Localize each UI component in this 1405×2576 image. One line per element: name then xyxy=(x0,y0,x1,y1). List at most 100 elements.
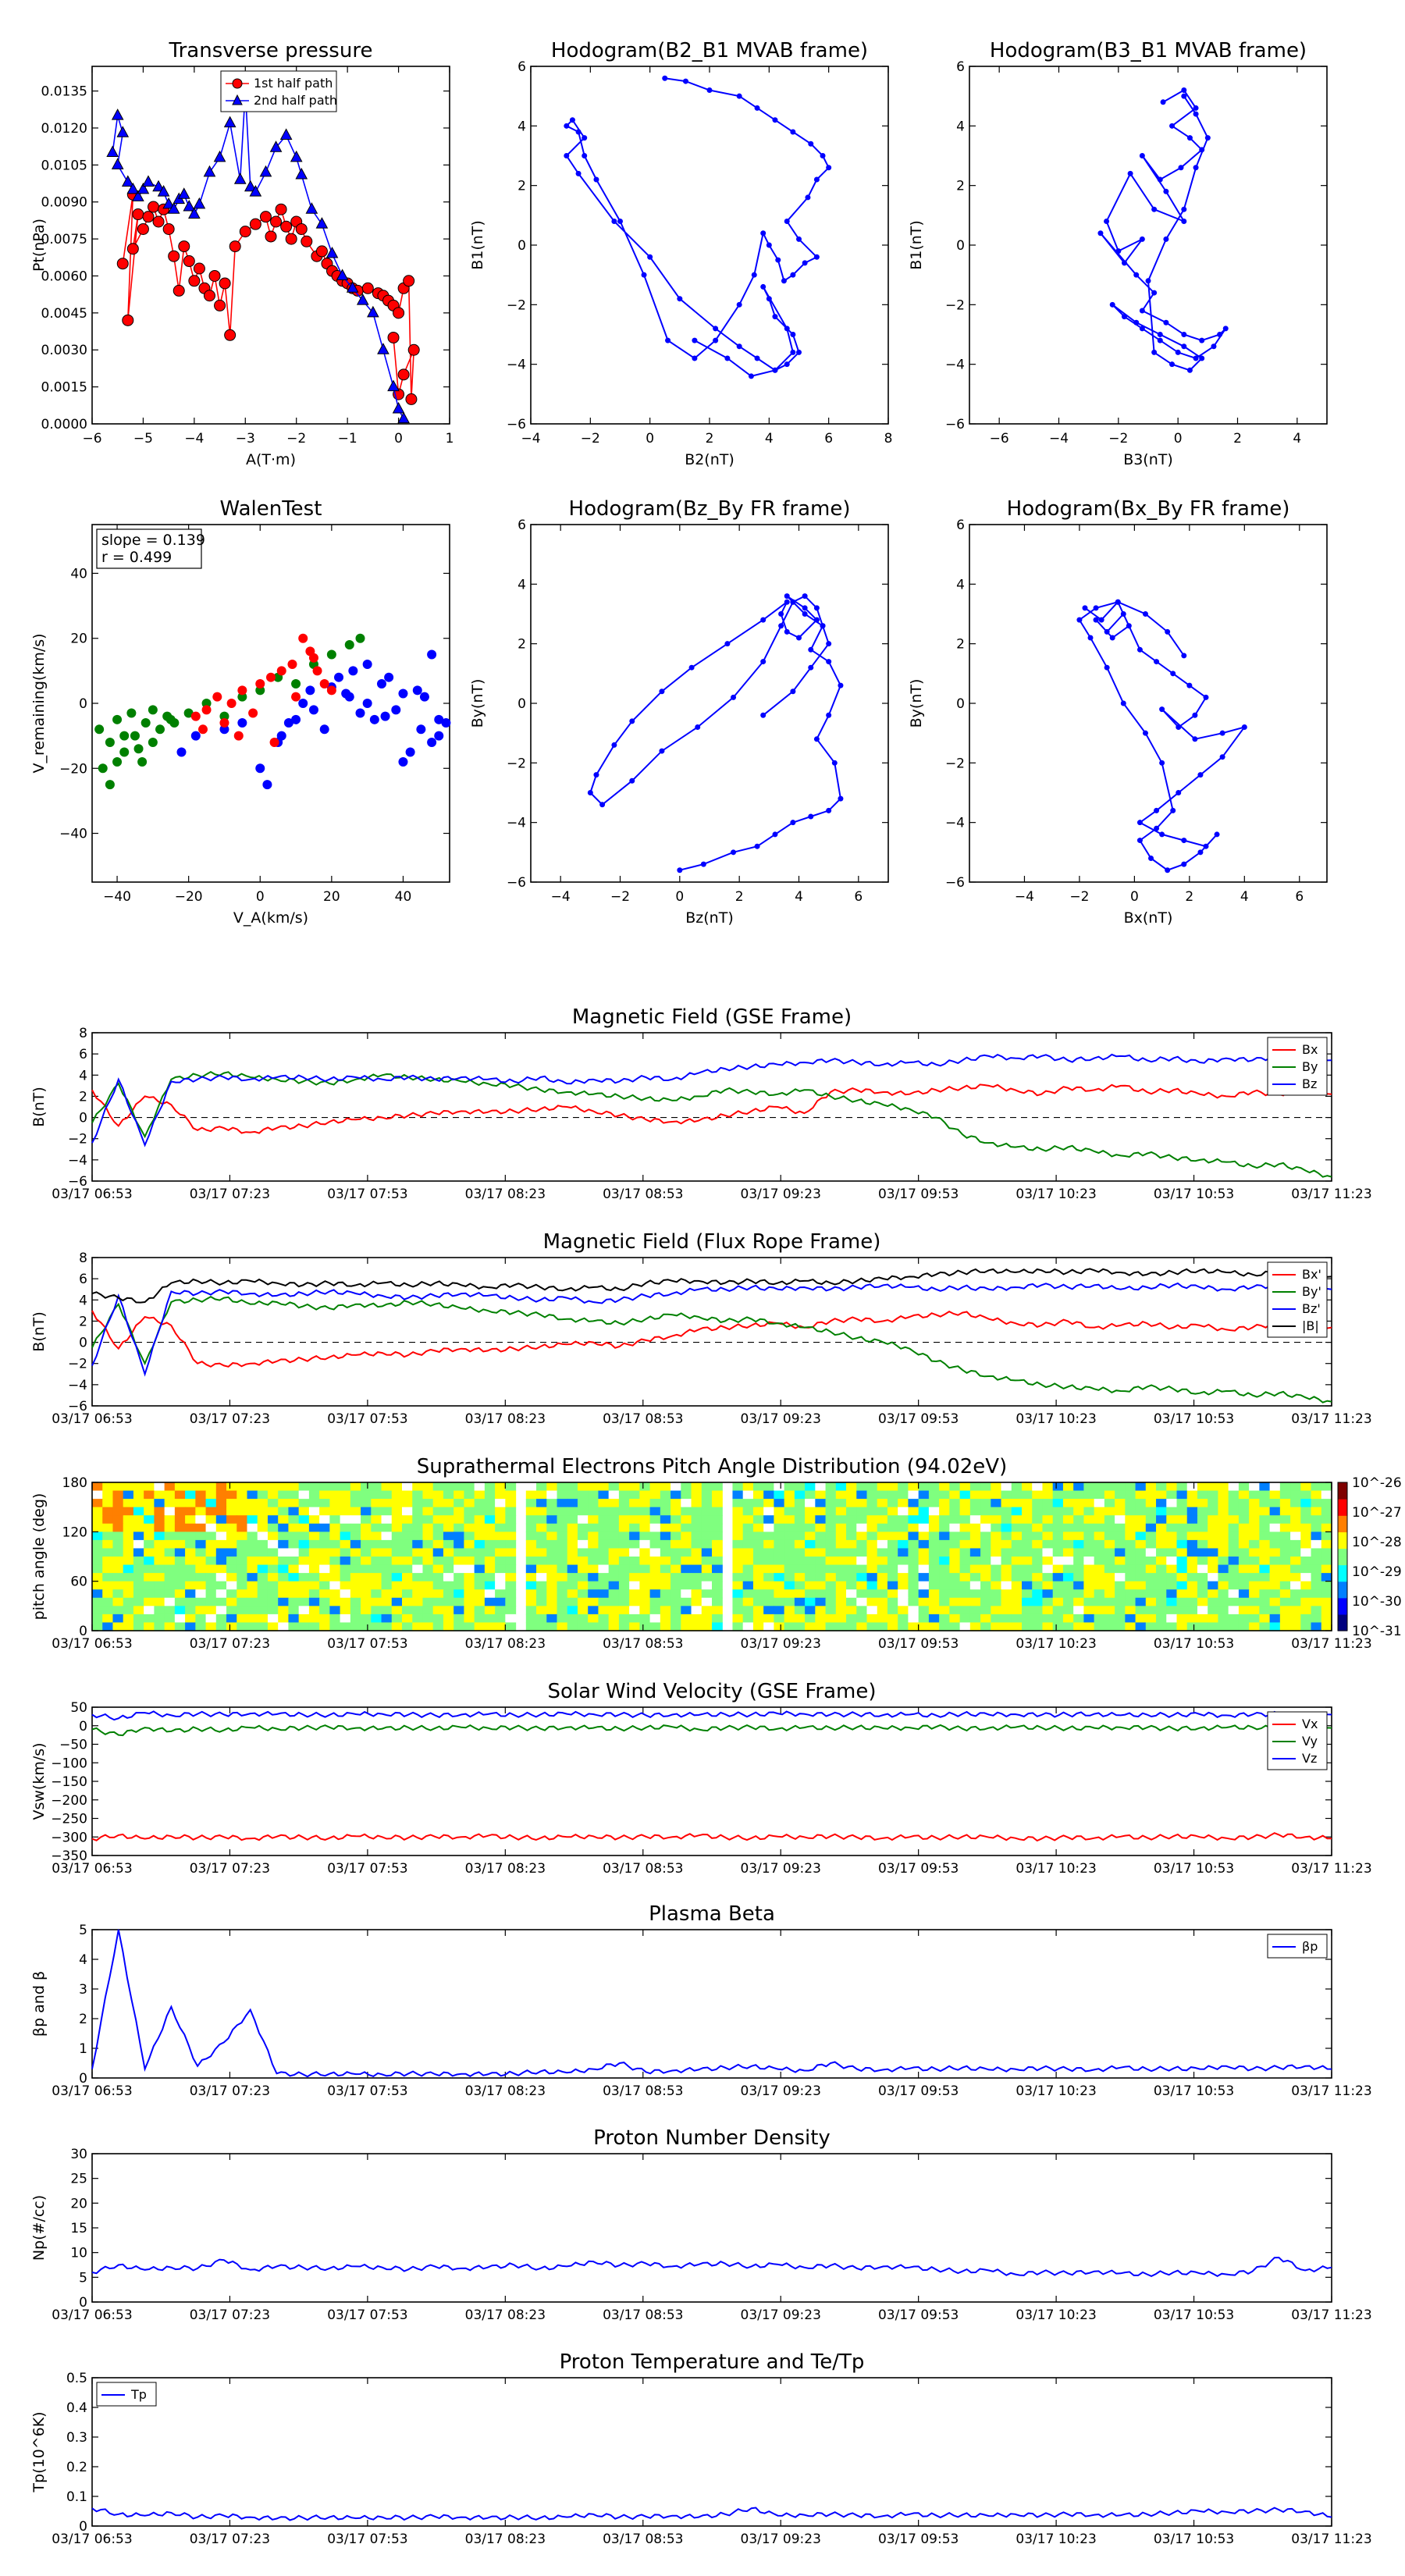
heatmap-cell xyxy=(866,1564,878,1574)
heatmap-cell xyxy=(577,1499,589,1508)
series-line-Tp xyxy=(91,2507,1332,2521)
heatmap-cell xyxy=(505,1589,517,1599)
heatmap-cell xyxy=(422,1499,434,1508)
heatmap-cell xyxy=(1125,1573,1136,1582)
heatmap-cell xyxy=(1073,1622,1084,1631)
heatmap-cell xyxy=(835,1548,847,1557)
heatmap-cell xyxy=(133,1507,144,1516)
x-tick-label: −4 xyxy=(551,889,571,905)
x-tick-label: 03/17 10:23 xyxy=(1016,1861,1096,1877)
heatmap-cell xyxy=(247,1499,258,1508)
heatmap-cell xyxy=(464,1507,475,1516)
heatmap-cell xyxy=(185,1532,196,1541)
heatmap-cell xyxy=(1115,1548,1126,1557)
x-tick-label: −2 xyxy=(610,889,630,905)
y-tick-label: 0.0090 xyxy=(41,195,87,211)
heatmap-cell xyxy=(774,1523,785,1532)
heatmap-cell xyxy=(825,1573,837,1582)
plot-frame xyxy=(969,524,1328,883)
heatmap-cell xyxy=(608,1523,620,1532)
heatmap-cell xyxy=(1022,1499,1033,1508)
heatmap-cell xyxy=(1135,1606,1147,1615)
heatmap-cell xyxy=(505,1597,517,1606)
heatmap-cell xyxy=(846,1515,857,1525)
heatmap-cell xyxy=(195,1606,207,1615)
heatmap-cell xyxy=(402,1490,413,1500)
colorbar-tick-label: 10^-29 xyxy=(1352,1564,1402,1580)
hodogram-point xyxy=(1159,831,1165,838)
heatmap-cell xyxy=(1176,1523,1188,1532)
heatmap-cell xyxy=(164,1490,176,1500)
heatmap-cell xyxy=(112,1597,124,1606)
heatmap-cell xyxy=(742,1523,754,1532)
heatmap-cell xyxy=(1011,1557,1023,1566)
hodogram-point xyxy=(1115,599,1121,605)
heatmap-cell xyxy=(1156,1589,1167,1599)
heatmap-cell xyxy=(422,1523,434,1532)
heatmap-cell xyxy=(1321,1622,1332,1631)
heatmap-cell xyxy=(1228,1532,1240,1541)
heatmap-cell xyxy=(1249,1548,1260,1557)
heatmap-cell xyxy=(350,1573,361,1582)
heatmap-cell xyxy=(815,1606,827,1615)
heatmap-cell xyxy=(825,1622,837,1631)
heatmap-cell xyxy=(112,1622,124,1631)
heatmap-cell xyxy=(1052,1573,1064,1582)
heatmap-cell xyxy=(474,1548,486,1557)
heatmap-cell xyxy=(195,1523,207,1532)
heatmap-cell xyxy=(629,1606,640,1615)
heatmap-cell xyxy=(391,1622,403,1631)
heatmap-cell xyxy=(329,1539,341,1550)
plot-frame xyxy=(91,524,450,883)
y-tick-label: 20 xyxy=(70,2196,87,2211)
series-point xyxy=(188,275,201,287)
heatmap-cell xyxy=(1032,1499,1044,1508)
y-tick-label: 8 xyxy=(79,1251,87,1266)
heatmap-cell xyxy=(949,1539,961,1550)
heatmap-cell xyxy=(1073,1581,1084,1590)
heatmap-cell xyxy=(898,1499,909,1508)
heatmap-cell xyxy=(340,1597,351,1606)
heatmap-cell xyxy=(1115,1614,1126,1624)
plot-frame xyxy=(91,66,450,425)
heatmap-cell xyxy=(350,1614,361,1624)
heatmap-cell xyxy=(1104,1622,1115,1631)
heatmap-cell xyxy=(1259,1523,1271,1532)
heatmap-cell xyxy=(144,1581,155,1590)
heatmap-cell xyxy=(866,1515,878,1525)
heatmap-cell xyxy=(742,1573,754,1582)
heatmap-cell xyxy=(1094,1482,1105,1492)
x-tick-label: 03/17 11:23 xyxy=(1291,1861,1371,1877)
heatmap-cell xyxy=(701,1499,713,1508)
heatmap-cell xyxy=(1279,1581,1291,1590)
heatmap-cell xyxy=(1094,1597,1105,1606)
heatmap-cell xyxy=(618,1557,630,1566)
heatmap-cell xyxy=(1104,1589,1115,1599)
colorbar-segment xyxy=(1338,1507,1347,1512)
heatmap-cell xyxy=(1022,1515,1033,1525)
series-line-Bz xyxy=(91,1053,1332,1147)
heatmap-cell xyxy=(784,1523,795,1532)
heatmap-cell xyxy=(1022,1507,1033,1516)
heatmap-cell xyxy=(1062,1557,1074,1566)
heatmap-cell xyxy=(732,1581,744,1590)
heatmap-cell xyxy=(237,1523,248,1532)
heatmap-cell xyxy=(381,1515,393,1525)
heatmap-cell xyxy=(701,1581,713,1590)
hodogram-point xyxy=(1104,218,1110,224)
series-point xyxy=(356,294,369,305)
heatmap-cell xyxy=(1042,1539,1054,1550)
walen-point xyxy=(308,653,318,663)
heatmap-cell xyxy=(1115,1589,1126,1599)
y-tick-label: 2 xyxy=(518,637,526,653)
heatmap-cell xyxy=(774,1532,785,1541)
heatmap-cell xyxy=(267,1589,279,1599)
heatmap-cell xyxy=(763,1581,774,1590)
colorbar-segment xyxy=(1338,1535,1347,1541)
heatmap-cell xyxy=(732,1548,744,1557)
heatmap-cell xyxy=(1104,1515,1115,1525)
heatmap-cell xyxy=(350,1539,361,1550)
heatmap-cell xyxy=(794,1573,806,1582)
colorbar-segment xyxy=(1338,1568,1347,1574)
heatmap-cell xyxy=(484,1548,496,1557)
